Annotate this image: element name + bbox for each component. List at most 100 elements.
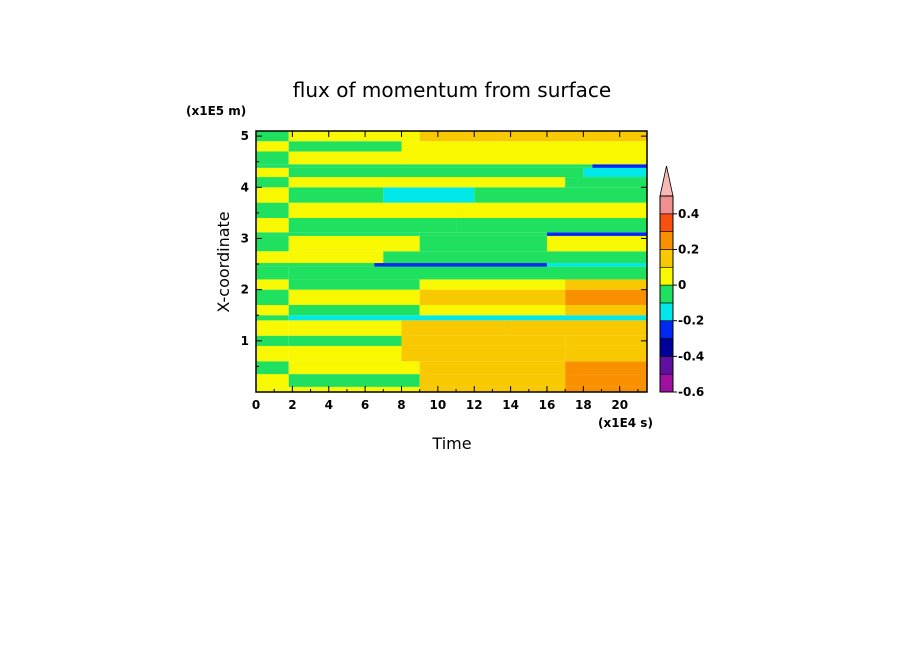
heatmap-cell <box>419 131 647 142</box>
heatmap-cell <box>546 263 647 267</box>
heatmap-cell <box>419 374 566 387</box>
heatmap-cell <box>546 232 647 236</box>
heatmap-cell <box>256 164 593 168</box>
heatmap-cell <box>419 305 566 316</box>
heatmap-cell <box>256 345 289 362</box>
heatmap-cell <box>256 315 289 321</box>
chart-title: flux of momentum from surface <box>293 78 611 102</box>
heatmap-cell <box>288 386 420 392</box>
heatmap-cell <box>565 305 647 316</box>
heatmap-cell <box>510 320 647 336</box>
colorbar-swatch <box>659 373 674 393</box>
y-tick-label: 2 <box>241 283 249 297</box>
y-unit-label: (x1E5 m) <box>186 104 246 118</box>
x-tick-label: 4 <box>325 398 333 412</box>
heatmap-cell <box>288 131 420 142</box>
heatmap-cell <box>256 289 289 305</box>
x-tick-label: 0 <box>252 398 260 412</box>
heatmap-cell <box>401 335 566 346</box>
heatmap-cell <box>256 187 289 203</box>
heatmap-cell <box>565 361 647 375</box>
heatmap-cell <box>565 335 647 346</box>
colorbar-swatch <box>659 249 674 268</box>
x-tick-label: 2 <box>288 398 296 412</box>
heatmap-cell <box>256 131 289 142</box>
heatmap-cell <box>419 235 547 252</box>
heatmap-cell <box>419 361 566 375</box>
heatmap-cell <box>419 232 547 236</box>
heatmap-cell <box>288 279 420 290</box>
heatmap-cell <box>288 177 402 188</box>
plot-frame <box>255 130 648 393</box>
colorbar-frame <box>659 195 674 393</box>
heatmap-cell <box>419 289 566 305</box>
heatmap-cell <box>288 335 402 346</box>
colorbar-swatch <box>659 266 674 286</box>
y-tick-label: 4 <box>241 180 249 194</box>
heatmap-cell <box>288 187 384 203</box>
heatmap-cell <box>583 167 647 178</box>
heatmap-cell <box>401 320 511 336</box>
colorbar-tick-label: 0 <box>678 278 686 292</box>
heatmap-cell <box>288 218 457 233</box>
heatmap-cell <box>401 151 647 165</box>
colorbar-extend-triangle <box>659 165 674 197</box>
heatmap-cell <box>256 305 289 316</box>
colorbar-swatch <box>659 320 674 339</box>
heatmap-cell <box>383 251 647 264</box>
heatmap-cell <box>288 374 420 387</box>
heatmap-cell <box>401 167 584 178</box>
heatmap-cell <box>256 202 289 218</box>
heatmap-cell <box>256 361 289 375</box>
heatmap-cell <box>256 374 289 387</box>
x-axis-ticks: 0 2 4 6 8 10 12 14 16 18 20 <box>252 131 639 412</box>
colorbar-swatch <box>659 302 674 322</box>
heatmap-cell <box>288 167 402 178</box>
heatmap-cell <box>565 386 647 392</box>
heatmap-cell <box>419 279 566 290</box>
heatmap-cell <box>288 320 402 336</box>
heatmap-cell <box>456 202 647 218</box>
colorbar-swatch <box>659 338 674 357</box>
heatmap-cell <box>288 266 647 280</box>
heatmap-cell <box>288 315 647 321</box>
colorbar-swatch <box>659 356 674 375</box>
heatmap-cell <box>256 232 420 236</box>
colorbar-swatch <box>659 195 674 215</box>
heatmap-cell <box>256 251 289 264</box>
heatmap-cell <box>474 187 647 203</box>
heatmap-cell <box>565 279 647 290</box>
colorbar-tick-label: 0.4 <box>678 207 699 221</box>
heatmap-cell <box>256 263 375 267</box>
colorbar-tick-label: -0.6 <box>678 385 704 399</box>
heatmap-cell <box>288 141 402 152</box>
heatmap-cell <box>256 218 289 233</box>
colorbar: 0.4 0.2 0 -0.2 -0.4 -0.6 <box>659 165 704 399</box>
heatmap-cell <box>256 386 289 392</box>
heatmap-cell <box>456 218 647 233</box>
x-axis-label: Time <box>431 434 471 453</box>
heatmap-cell <box>288 289 420 305</box>
colorbar-swatch <box>659 213 674 232</box>
heatmap-cell <box>256 266 289 280</box>
y-axis-label: X-coordinate <box>214 211 233 312</box>
heatmap-cell <box>288 251 384 264</box>
x-tick-label: 14 <box>502 398 519 412</box>
heatmap-cell <box>565 345 647 362</box>
heatmap-cell <box>256 235 289 252</box>
heatmap-cell <box>383 187 475 203</box>
heatmap-cell <box>592 164 647 168</box>
colorbar-tick-label: -0.4 <box>678 349 704 363</box>
y-tick-label: 3 <box>241 231 249 245</box>
colorbar-tick-label: 0.2 <box>678 242 699 256</box>
heatmap-cell <box>401 345 566 362</box>
x-tick-label: 8 <box>397 398 405 412</box>
heatmap-cell <box>288 305 420 316</box>
x-tick-label: 6 <box>361 398 369 412</box>
heatmap-cell <box>288 151 402 165</box>
heatmap-cell <box>256 177 289 188</box>
heatmap-cell <box>256 151 289 165</box>
heatmap-cell <box>256 141 289 152</box>
colorbar-swatch <box>659 284 674 304</box>
heatmap-cell <box>374 263 547 267</box>
